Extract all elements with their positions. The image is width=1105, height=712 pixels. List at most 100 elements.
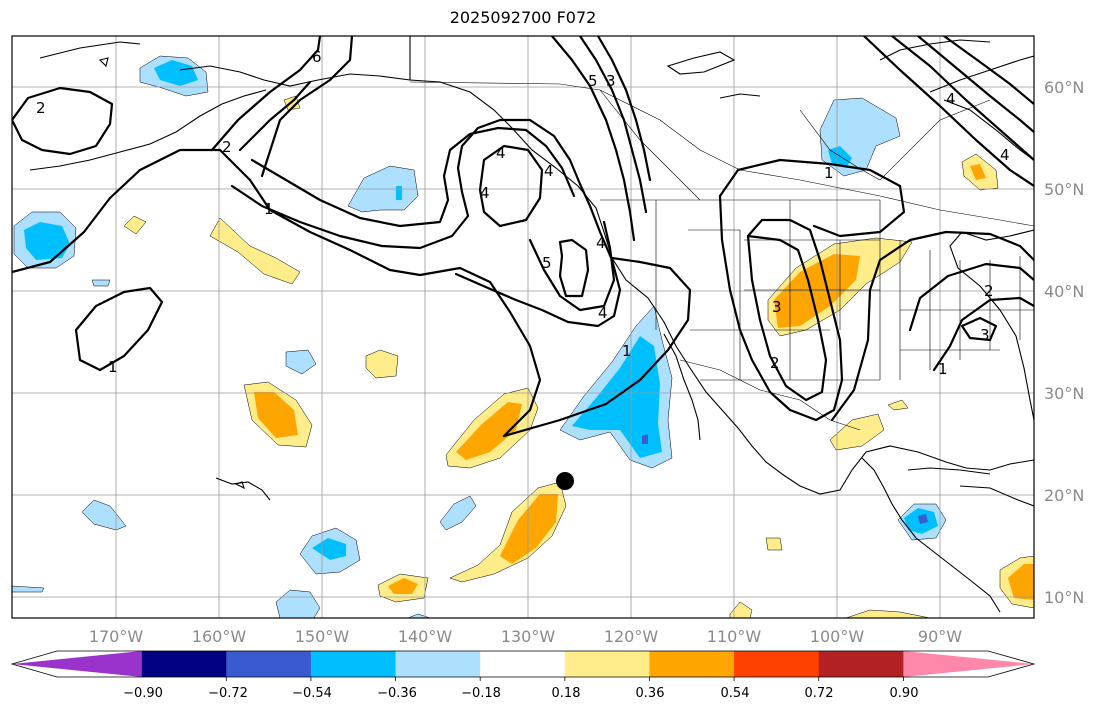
colorbar-labels: −0.90 −0.72 −0.54 −0.36 −0.18 0.18 0.36 … xyxy=(123,686,918,701)
positive-anomaly-region xyxy=(388,578,418,594)
negative-anomaly-region xyxy=(275,589,321,618)
contour-label: 6 xyxy=(312,48,322,66)
contour-label: 5 xyxy=(542,254,552,272)
positive-anomaly-region xyxy=(254,392,298,438)
positive-anomaly-region xyxy=(729,601,753,618)
colorbar-segment xyxy=(310,651,397,677)
contour-label: 4 xyxy=(946,90,956,108)
negative-anomaly-region xyxy=(91,279,111,287)
negative-anomaly-region xyxy=(439,495,477,531)
lon-label: 140°W xyxy=(398,627,453,646)
longitude-labels: 170°W 160°W 150°W 140°W 130°W 120°W 110°… xyxy=(89,627,962,646)
map-frame xyxy=(11,35,1035,619)
lon-label: 90°W xyxy=(918,627,962,646)
contour-label: 3 xyxy=(772,298,782,316)
colorbar-segment xyxy=(226,651,312,677)
colorbar-label: −0.54 xyxy=(292,686,332,701)
colorbar-label: −0.72 xyxy=(208,686,248,701)
contour-label: 2 xyxy=(36,99,46,117)
positive-anomaly-region xyxy=(365,349,399,379)
colorbar-label: −0.18 xyxy=(461,686,501,701)
colorbar-label: 0.90 xyxy=(890,686,919,701)
contour-label: 2 xyxy=(222,138,232,156)
colorbar-segment xyxy=(395,651,481,677)
colorbar-segment xyxy=(480,651,566,677)
colorbar-outline xyxy=(10,650,1036,678)
colorbar-segment xyxy=(141,651,227,677)
negative-anomaly-region xyxy=(81,499,127,531)
lat-label: 60°N xyxy=(1044,78,1084,97)
coastlines xyxy=(29,36,1034,613)
colorbar-segment xyxy=(818,651,904,677)
storm-position-marker xyxy=(556,472,574,490)
contour-label: 4 xyxy=(480,184,490,202)
positive-anomaly-region xyxy=(209,217,301,285)
colorbar: −0.90 −0.72 −0.54 −0.36 −0.18 0.18 0.36 … xyxy=(10,650,1036,701)
positive-anomaly-region xyxy=(456,402,522,460)
contour-label: 1 xyxy=(938,360,948,378)
colorbar-segment xyxy=(564,651,650,677)
positive-anomaly-region xyxy=(845,609,931,618)
positive-anomaly-region xyxy=(1008,564,1034,600)
colorbar-segment xyxy=(649,651,735,677)
lat-label: 50°N xyxy=(1044,180,1084,199)
lon-label: 150°W xyxy=(295,627,350,646)
gridlines xyxy=(12,36,1034,618)
negative-anomaly-region xyxy=(407,613,431,618)
latitude-labels: 60°N 50°N 40°N 30°N 20°N 10°N xyxy=(1044,78,1084,607)
negative-anomaly-region xyxy=(642,434,648,444)
contour-label: 4 xyxy=(598,304,608,322)
colorbar-segments xyxy=(12,651,1034,677)
contour-label: 1 xyxy=(264,200,274,218)
colorbar-label: 0.54 xyxy=(721,686,750,701)
negative-anomaly-region xyxy=(12,585,45,593)
positive-anomaly-region xyxy=(500,494,558,564)
colorbar-segment xyxy=(734,651,820,677)
lat-label: 40°N xyxy=(1044,282,1084,301)
negative-anomaly-region xyxy=(312,538,346,560)
colorbar-label: 0.18 xyxy=(552,686,581,701)
negative-anomaly-region xyxy=(24,222,70,260)
contour-label: 1 xyxy=(622,342,632,360)
positive-anomaly-region xyxy=(123,215,147,235)
lat-label: 10°N xyxy=(1044,588,1084,607)
contour-label: 4 xyxy=(1000,146,1010,164)
contour-label: 5 xyxy=(588,72,598,90)
colorbar-segment xyxy=(903,651,1034,677)
negative-anomaly-region xyxy=(828,146,852,168)
positive-anomaly-region xyxy=(829,413,885,451)
negative-anomaly-region xyxy=(396,186,402,200)
contour-label: 2 xyxy=(984,282,994,300)
negative-anomaly-region xyxy=(154,60,198,86)
contour-lines xyxy=(12,36,1034,438)
contour-label: 4 xyxy=(596,234,606,252)
lat-label: 20°N xyxy=(1044,486,1084,505)
contour-label: 3 xyxy=(606,72,616,90)
lon-label: 120°W xyxy=(604,627,659,646)
contour-label: 4 xyxy=(496,144,506,162)
positive-anomaly-region xyxy=(765,537,783,551)
colorbar-label: 0.72 xyxy=(805,686,834,701)
colorbar-label: −0.90 xyxy=(123,686,163,701)
negative-anomaly-region xyxy=(285,349,317,375)
map-panel: 2 2 1 1 1 6 5 3 4 4 4 5 4 4 1 3 2 2 3 1 … xyxy=(12,36,1034,618)
contour-label: 3 xyxy=(980,326,990,344)
colorbar-label: −0.36 xyxy=(377,686,417,701)
contour-label: 1 xyxy=(108,358,118,376)
lon-label: 170°W xyxy=(89,627,144,646)
lat-label: 30°N xyxy=(1044,384,1084,403)
lon-label: 110°W xyxy=(707,627,762,646)
colorbar-ticks xyxy=(225,677,904,681)
map-title: 2025092700 F072 xyxy=(449,8,597,27)
lon-label: 130°W xyxy=(501,627,556,646)
colorbar-segment xyxy=(12,651,142,677)
lon-label: 100°W xyxy=(810,627,865,646)
positive-anomaly-region xyxy=(887,399,909,411)
positive-anomaly-region xyxy=(970,164,986,180)
contour-labels: 2 2 1 1 1 6 5 3 4 4 4 5 4 4 1 3 2 2 3 1 … xyxy=(36,48,1010,378)
contour-label: 2 xyxy=(770,354,780,372)
negative-anomaly-region xyxy=(918,514,928,524)
contour-label: 4 xyxy=(544,162,554,180)
contour-label: 1 xyxy=(824,164,834,182)
